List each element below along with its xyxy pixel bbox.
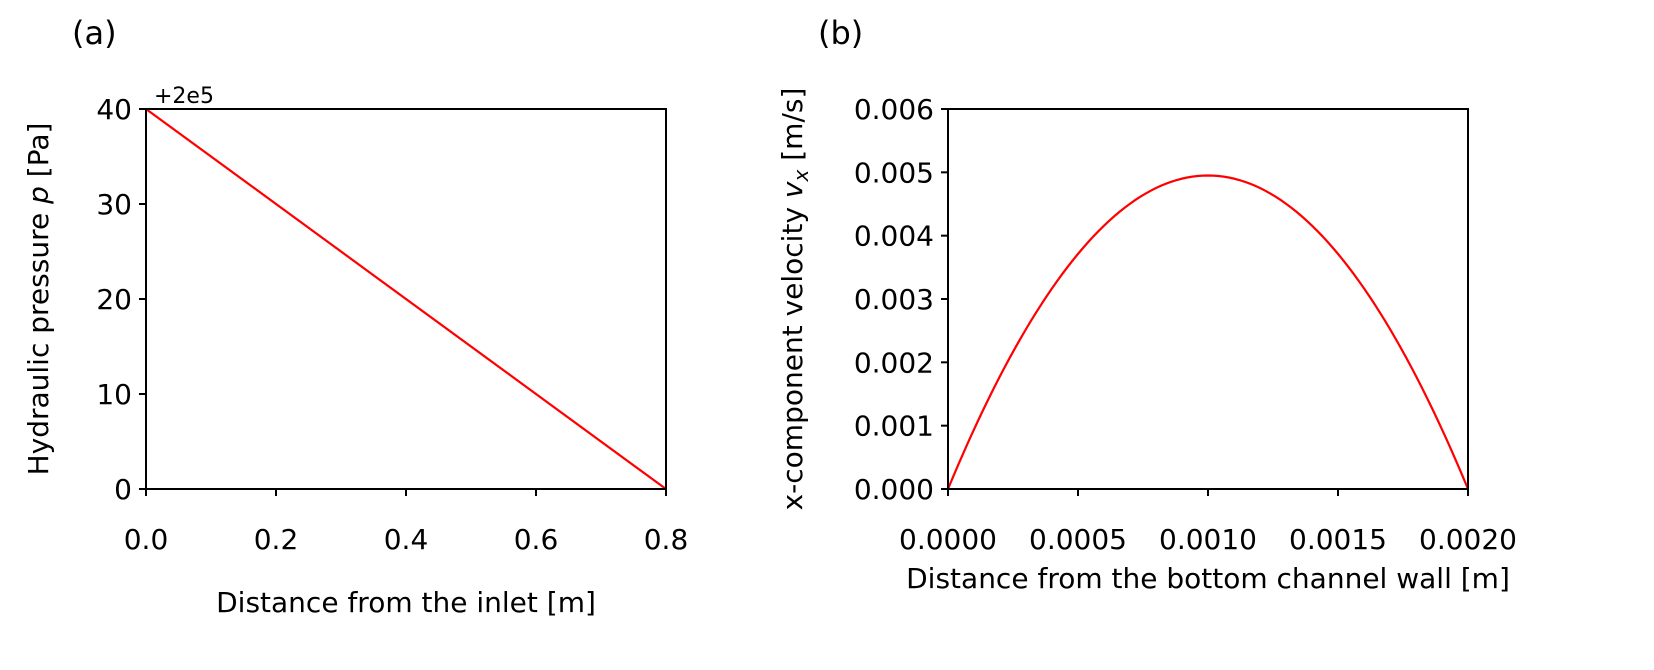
panel-b-ytick-label-0: 0.000	[854, 473, 934, 506]
panel-a-xtick-label-3: 0.6	[514, 523, 559, 556]
panel-a-series	[145, 108, 667, 490]
panel-a-ticks: 0.0 0.2 0.4 0.6 0.8 0 10 20 30 40	[96, 93, 688, 556]
panel-b-xlabel: Distance from the bottom channel wall [m…	[906, 562, 1510, 595]
panel-b-ytick-label-4: 0.004	[854, 220, 934, 253]
panel-b-axes-frame	[947, 108, 1469, 490]
panel-b-ticks: 0.0000 0.0005 0.0010 0.0015 0.0020 0.000 0.001…	[854, 93, 1517, 556]
panel-b-ylabel-symbol: v	[776, 181, 809, 198]
panel-a-xtick-label-2: 0.4	[384, 523, 429, 556]
panel-a-xtick-label-4: 0.8	[644, 523, 689, 556]
panel-a-axes-frame	[145, 108, 667, 490]
panel-a-label: (a)	[72, 14, 117, 52]
panel-a-ylabel-symbol: p	[22, 186, 55, 205]
panel-b-ytick-label-3: 0.003	[854, 283, 934, 316]
panel-b-ytick-label-6: 0.006	[854, 93, 934, 126]
panel-a-ytick-label-3: 30	[96, 188, 132, 221]
panel-a-y-offset-label: +2e5	[154, 84, 214, 109]
panel-a-xtick-label-1: 0.2	[254, 523, 299, 556]
panel-a-ylabel-part-1: Hydraulic pressure	[22, 204, 55, 476]
panel-a-ytick-label-0: 0	[114, 473, 132, 506]
panel-b-xtick-label-4: 0.0020	[1419, 523, 1517, 556]
panel-a-xtick-label-0: 0.0	[124, 523, 169, 556]
panel-b-ytick-label-5: 0.005	[854, 156, 934, 189]
panel-b: (b) x-component velocity vx [m/s] Distan…	[776, 14, 1517, 595]
panel-b-xtick-label-0: 0.0000	[899, 523, 997, 556]
panel-b-label: (b)	[818, 14, 863, 52]
panel-a-ytick-label-4: 40	[96, 93, 132, 126]
panel-b-ylabel-part-2: [m/s]	[776, 88, 809, 170]
panel-b-ylabel-subscript: x	[789, 170, 813, 183]
panel-b-xtick-label-3: 0.0015	[1289, 523, 1387, 556]
panel-b-ylabel: x-component velocity vx [m/s]	[776, 88, 813, 511]
panel-a-series-line-0	[145, 108, 667, 490]
panel-b-series-line-0	[946, 174, 1470, 490]
panel-b-xtick-label-1: 0.0005	[1029, 523, 1127, 556]
panel-a-ytick-label-2: 20	[96, 283, 132, 316]
panel-b-xtick-label-2: 0.0010	[1159, 523, 1257, 556]
panel-a: (a) +2e5 Hydraulic pressure p [Pa] Dista…	[22, 14, 688, 619]
panel-a-ytick-label-1: 10	[96, 378, 132, 411]
panel-a-ylabel: Hydraulic pressure p [Pa]	[22, 123, 55, 476]
panel-b-ytick-label-1: 0.001	[854, 410, 934, 443]
panel-a-ylabel-part-2: [Pa]	[22, 123, 55, 187]
panel-b-ylabel-part-1: x-component velocity	[776, 198, 809, 510]
panel-b-ytick-label-2: 0.002	[854, 346, 934, 379]
panel-b-series	[946, 174, 1470, 490]
panel-a-xlabel: Distance from the inlet [m]	[216, 586, 596, 619]
